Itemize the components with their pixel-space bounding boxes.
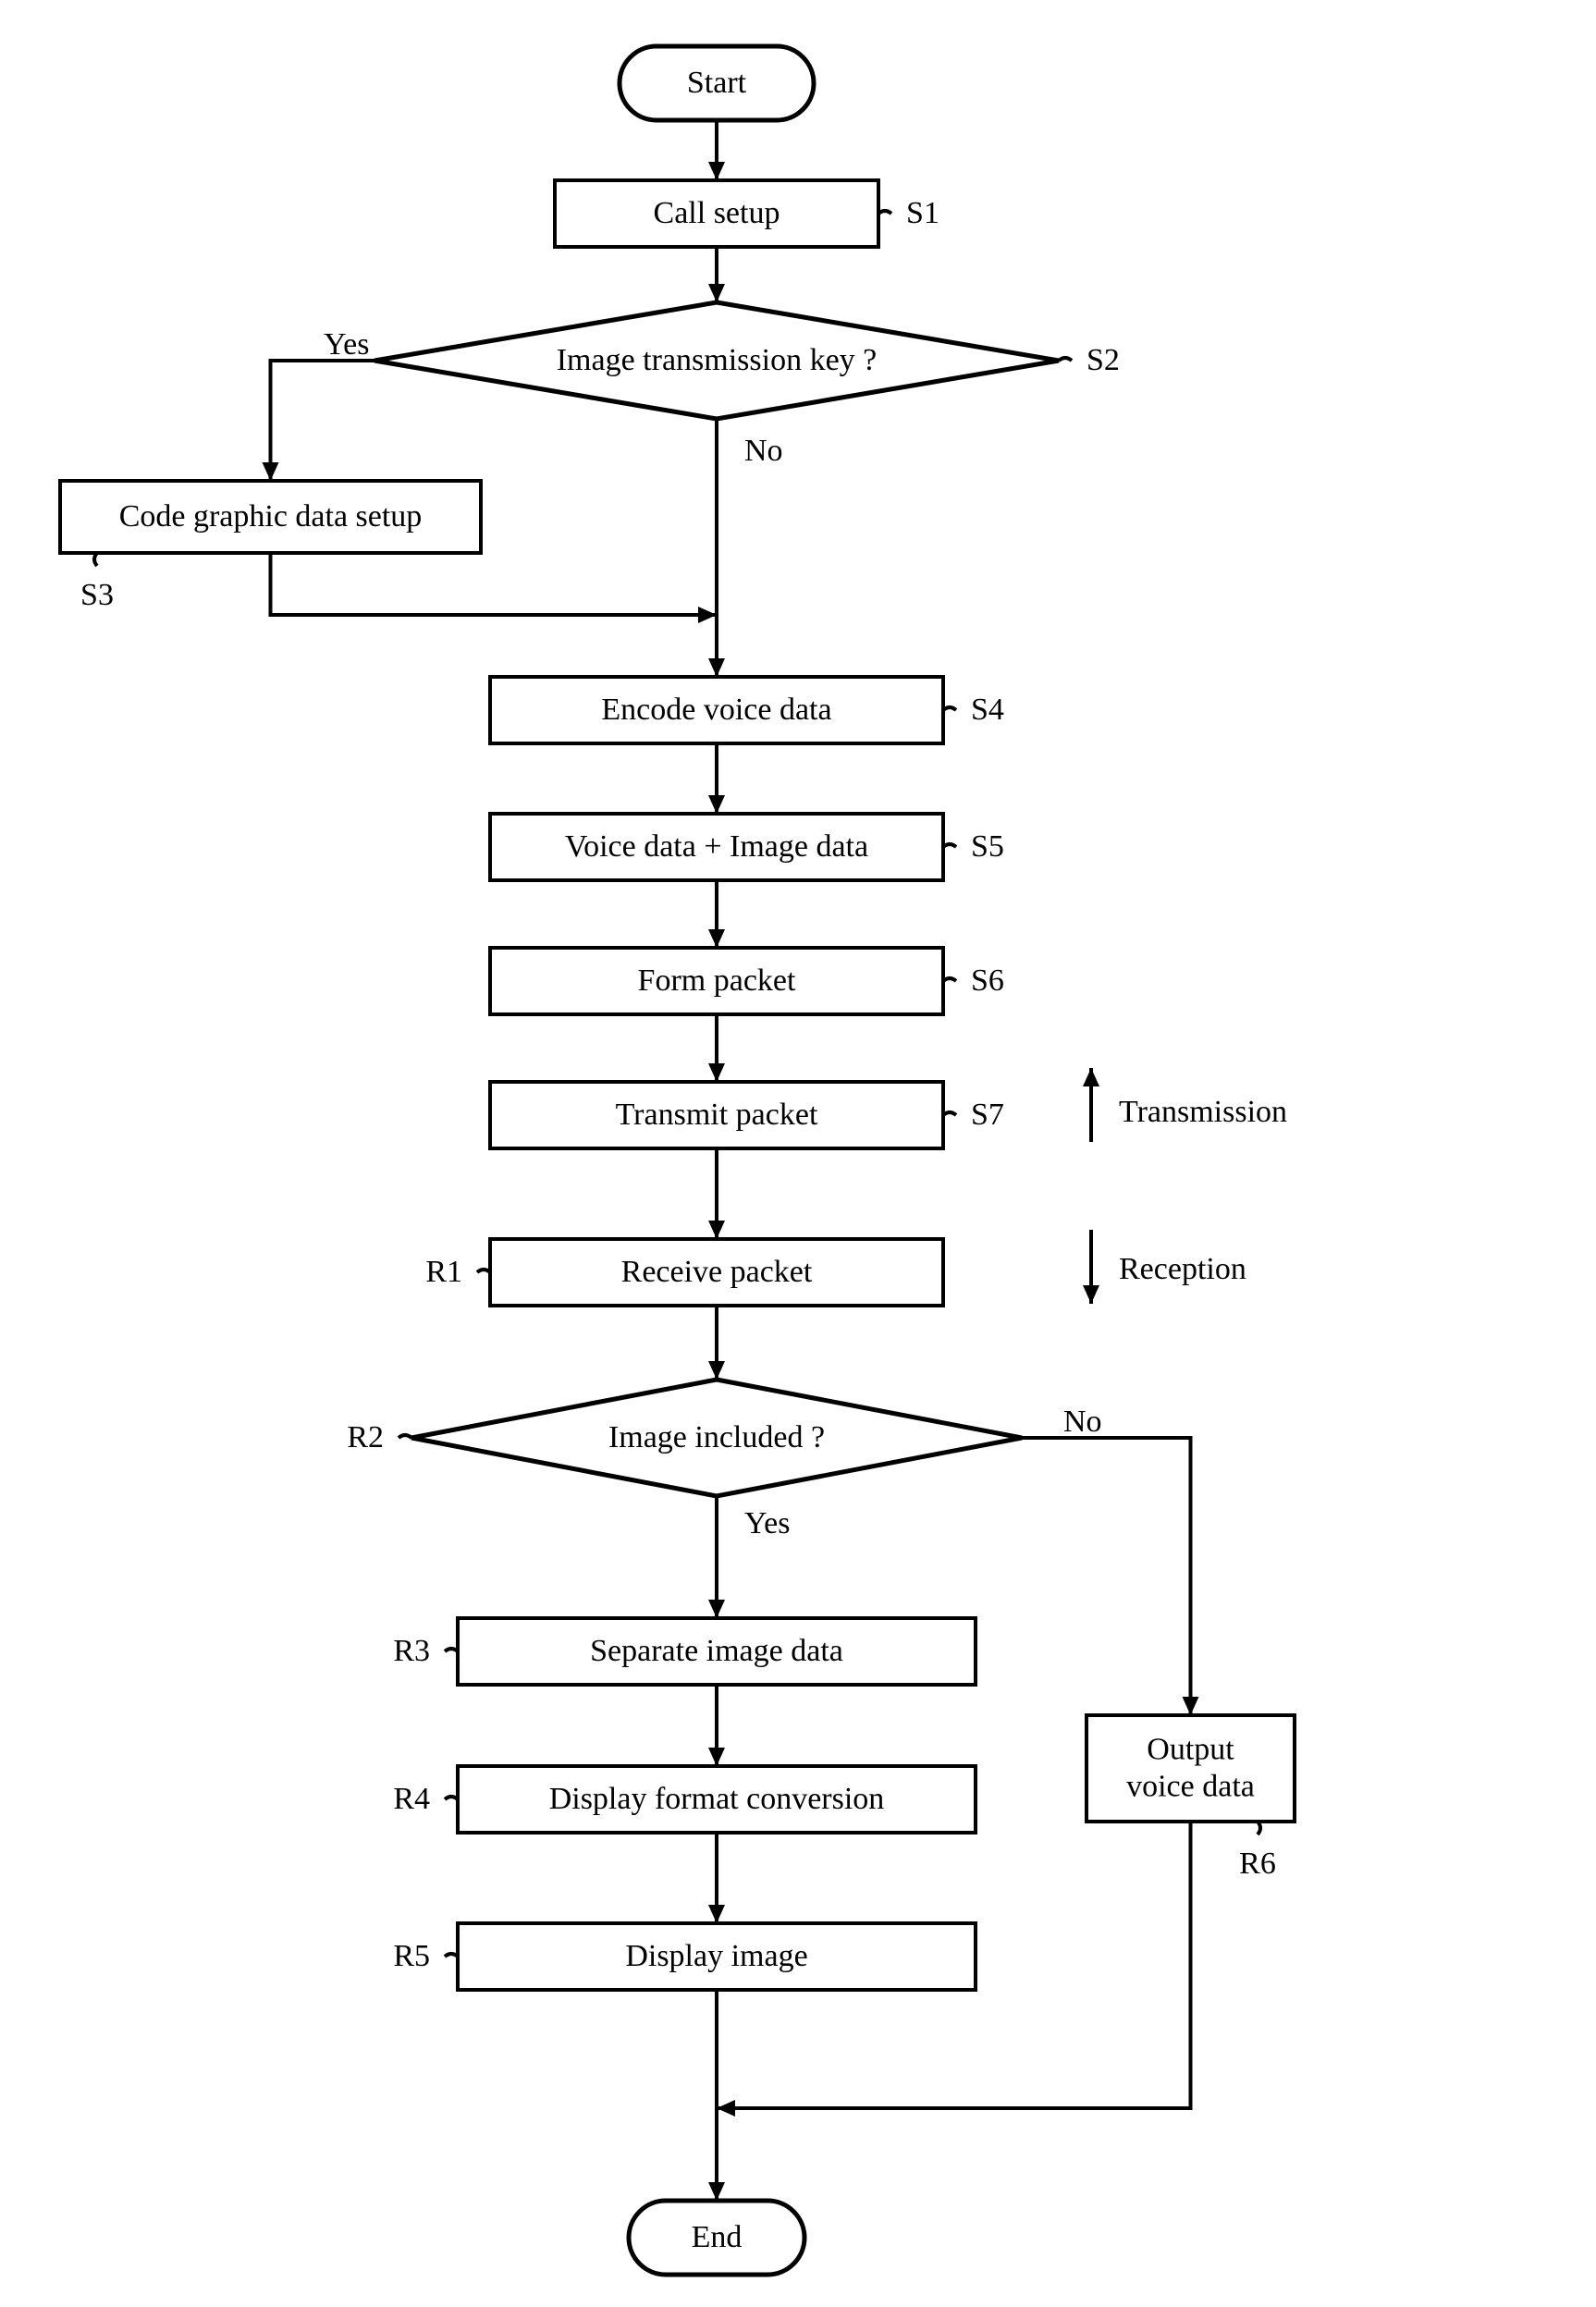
svg-text:Code graphic data setup: Code graphic data setup: [119, 499, 423, 534]
svg-text:No: No: [1063, 1405, 1102, 1439]
svg-text:S6: S6: [971, 963, 1004, 998]
svg-text:Yes: Yes: [324, 327, 369, 362]
svg-text:Display image: Display image: [625, 1939, 807, 1973]
svg-text:R6: R6: [1239, 1847, 1276, 1881]
svg-text:S3: S3: [80, 578, 114, 612]
svg-text:S2: S2: [1087, 343, 1120, 377]
svg-text:Image transmission key ?: Image transmission key ?: [557, 343, 878, 377]
svg-text:Transmission: Transmission: [1119, 1095, 1287, 1129]
svg-text:R5: R5: [393, 1939, 430, 1973]
svg-text:Call setup: Call setup: [654, 196, 780, 230]
svg-text:Encode voice data: Encode voice data: [601, 693, 831, 727]
svg-text:R2: R2: [347, 1420, 384, 1454]
svg-text:Transmit packet: Transmit packet: [616, 1098, 818, 1132]
svg-text:Image included ?: Image included ?: [608, 1420, 825, 1454]
svg-text:voice data: voice data: [1126, 1769, 1255, 1803]
svg-text:Form packet: Form packet: [638, 963, 796, 998]
svg-text:R1: R1: [425, 1255, 462, 1289]
svg-text:R3: R3: [393, 1634, 430, 1668]
svg-text:Reception: Reception: [1119, 1252, 1246, 1286]
svg-text:End: End: [692, 2220, 743, 2254]
svg-text:Output: Output: [1147, 1732, 1234, 1766]
svg-text:Display format conversion: Display format conversion: [549, 1782, 885, 1816]
svg-text:Separate image data: Separate image data: [590, 1634, 843, 1668]
flowchart-diagram: Start End Call setup S1 Code graphic data se…: [0, 0, 1596, 2307]
svg-text:Start: Start: [687, 66, 747, 100]
svg-text:S1: S1: [906, 196, 939, 230]
svg-text:Yes: Yes: [744, 1506, 790, 1540]
svg-text:R4: R4: [393, 1782, 430, 1816]
svg-text:S4: S4: [971, 693, 1004, 727]
svg-text:Voice data + Image data: Voice data + Image data: [565, 829, 868, 864]
svg-text:Receive packet: Receive packet: [621, 1255, 813, 1289]
svg-text:No: No: [744, 434, 783, 468]
svg-text:S5: S5: [971, 829, 1004, 864]
svg-text:S7: S7: [971, 1098, 1004, 1132]
